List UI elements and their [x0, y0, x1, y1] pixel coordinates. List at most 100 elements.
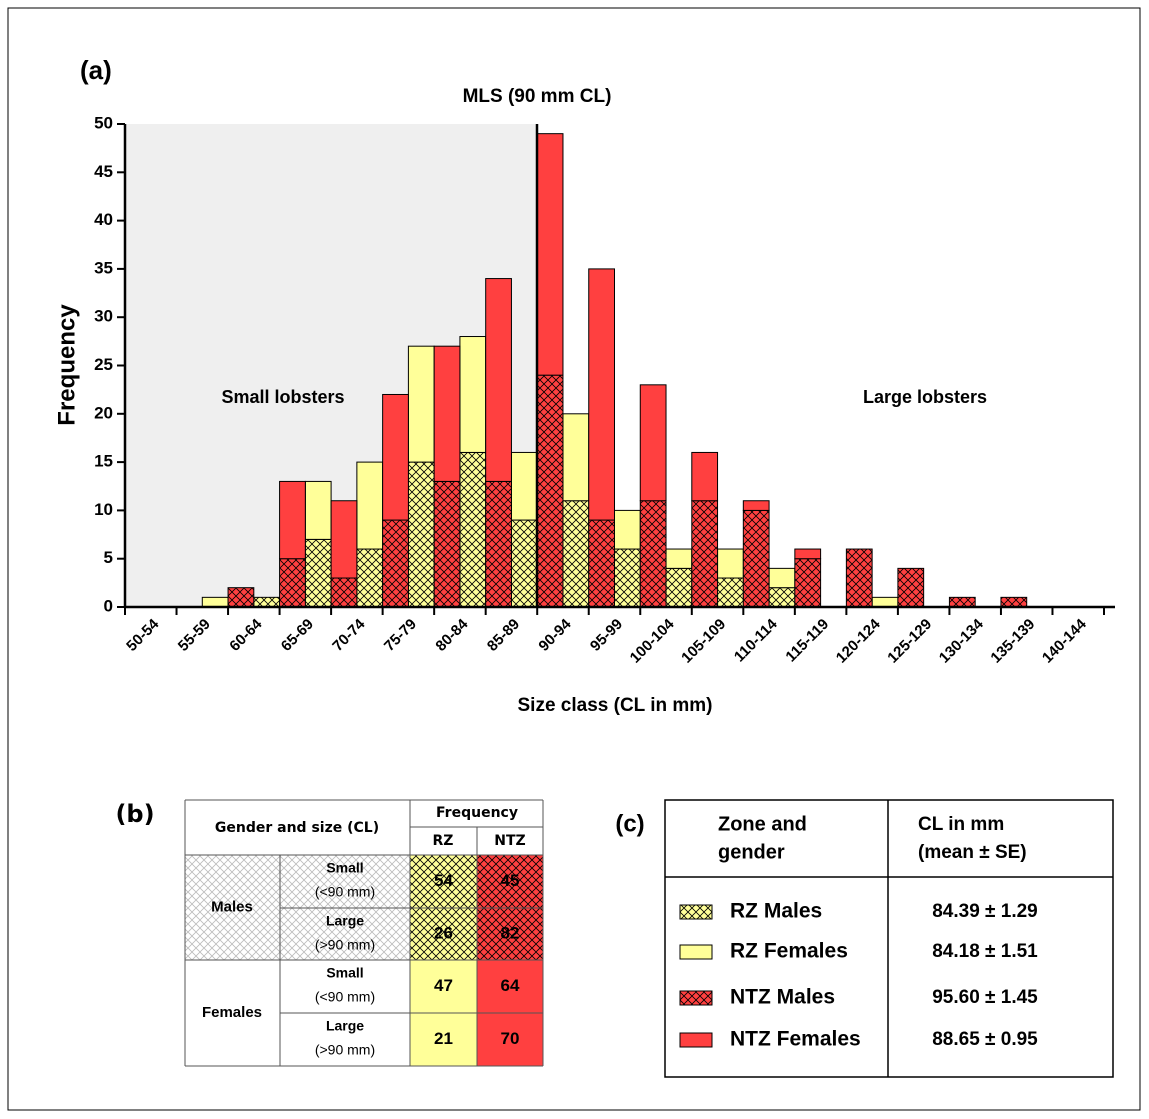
row-group: Males — [211, 898, 253, 915]
bar — [614, 509, 641, 550]
x-tick-label: 90-94 — [535, 615, 575, 655]
legend-swatch — [679, 904, 713, 920]
table-value: 64 — [501, 976, 520, 995]
bar — [253, 596, 281, 608]
bar — [356, 461, 384, 550]
legend-swatch — [679, 944, 713, 960]
bar — [485, 278, 512, 482]
bar — [330, 577, 358, 608]
bar — [588, 268, 615, 521]
table-header: Frequency — [436, 805, 518, 821]
x-tick-label: 50-54 — [123, 615, 163, 655]
x-axis-label: Size class (CL in mm) — [518, 695, 713, 716]
bar — [742, 500, 770, 511]
table-value: 47 — [434, 976, 453, 995]
bar — [536, 133, 564, 376]
bar — [845, 548, 873, 608]
row-size: Small — [326, 860, 363, 876]
bar — [794, 548, 822, 560]
bar — [279, 558, 306, 608]
bar — [562, 500, 590, 608]
x-tick-label: 140-144 — [1039, 615, 1090, 666]
y-tick-label: 20 — [94, 403, 113, 422]
table-header: Gender and size (CL) — [215, 820, 379, 836]
legend-swatch — [679, 1032, 713, 1048]
bar — [382, 393, 409, 521]
y-tick-label: 35 — [94, 258, 113, 277]
table-value: 84.18 ± 1.51 — [932, 941, 1038, 962]
x-tick-label: 60-64 — [226, 615, 266, 655]
table-value: 26 — [434, 923, 453, 942]
bar — [407, 461, 435, 608]
bar — [639, 500, 667, 608]
bar — [614, 548, 641, 608]
table-header: gender — [718, 841, 785, 863]
table-value: 95.60 ± 1.45 — [932, 987, 1038, 1008]
table-cell-bg — [477, 960, 543, 1013]
bar — [510, 451, 538, 521]
bar — [768, 567, 796, 589]
table-value: 70 — [501, 1029, 520, 1048]
legend-label: NTZ Males — [730, 986, 835, 1009]
bar — [717, 577, 744, 608]
panel-c-label: (c) — [615, 810, 644, 837]
bar — [768, 587, 796, 608]
figure-border — [7, 7, 1141, 1111]
row-size: Large — [326, 913, 364, 929]
row-range: (<90 mm) — [315, 989, 375, 1005]
bar — [665, 548, 693, 569]
bar — [948, 596, 976, 608]
bar — [459, 336, 487, 453]
table-header: NTZ — [494, 833, 525, 849]
x-tick-label: 130-134 — [936, 615, 987, 666]
bar — [356, 548, 384, 608]
table-value: 45 — [501, 871, 520, 890]
y-tick-label: 5 — [104, 548, 113, 567]
bar — [433, 345, 461, 482]
y-tick-label: 10 — [94, 500, 113, 519]
table-header: Zone and — [718, 813, 807, 835]
panel-b-label: (b) — [115, 800, 154, 828]
row-group: Females — [202, 1004, 262, 1021]
bar — [639, 384, 667, 502]
bar — [794, 558, 822, 608]
y-tick-label: 40 — [94, 210, 113, 229]
y-tick-label: 30 — [94, 307, 113, 326]
x-tick-label: 120-124 — [833, 615, 884, 666]
row-size: Small — [326, 965, 363, 981]
y-tick-label: 25 — [94, 355, 113, 374]
bar — [304, 538, 332, 608]
table-b: (b) Gender and size (CL) Frequency RZ NT… — [115, 799, 544, 1067]
bar — [1000, 596, 1028, 608]
table-value: 21 — [434, 1029, 453, 1048]
bar — [562, 413, 590, 502]
bar — [459, 451, 487, 608]
row-range: (>90 mm) — [315, 1042, 375, 1058]
bar — [742, 509, 770, 608]
bars — [201, 133, 1028, 608]
y-tick-label: 15 — [94, 452, 113, 471]
row-range: (<90 mm) — [315, 884, 375, 900]
x-tick-label: 65-69 — [278, 616, 317, 655]
bar — [717, 548, 744, 579]
table-header: (mean ± SE) — [918, 842, 1027, 863]
bar — [510, 519, 538, 608]
table-c: (c) Zone and gender CL in mm (mean ± SE) — [615, 799, 1114, 1078]
table-value: 54 — [434, 871, 453, 890]
table-cell-bg — [410, 908, 477, 960]
x-tick-label: 100-104 — [627, 615, 678, 666]
y-tick-label: 45 — [94, 162, 113, 181]
bar — [536, 374, 564, 608]
y-tick-label: 0 — [104, 596, 113, 615]
row-size: Large — [326, 1018, 364, 1034]
x-tick-label: 125-129 — [884, 616, 935, 667]
bar — [407, 345, 435, 463]
table-value: 82 — [501, 923, 520, 942]
table-value: 88.65 ± 0.95 — [932, 1029, 1038, 1050]
row-range: (>90 mm) — [315, 937, 375, 953]
bar — [227, 587, 255, 608]
table-header: RZ — [433, 833, 454, 849]
x-tick-label: 110-114 — [731, 615, 781, 665]
table-cell-bg — [477, 855, 543, 908]
